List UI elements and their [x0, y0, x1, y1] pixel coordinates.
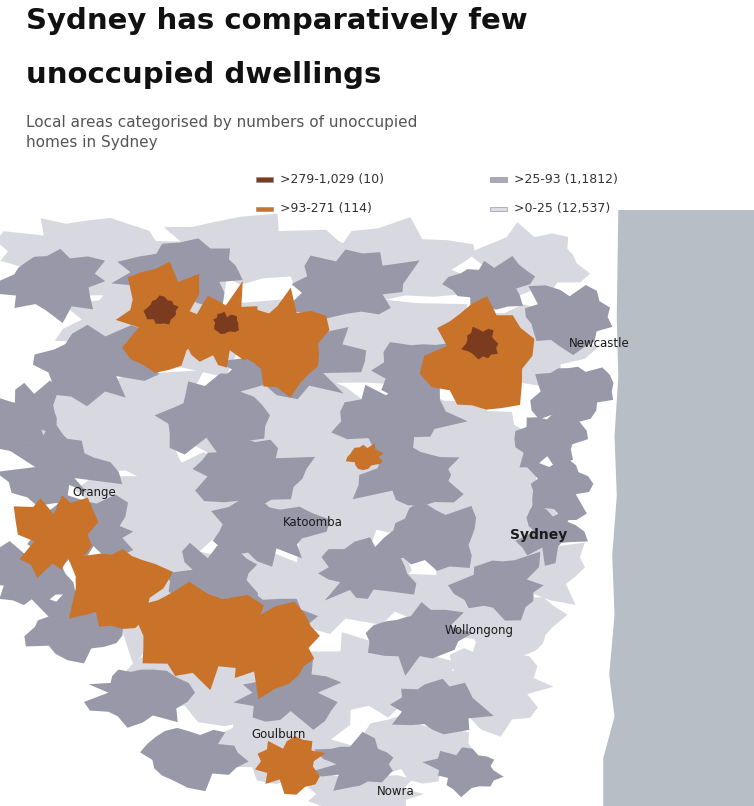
Text: >0-25 (12,537): >0-25 (12,537): [514, 202, 611, 215]
Polygon shape: [448, 551, 544, 621]
Text: >25-93 (1,1812): >25-93 (1,1812): [514, 173, 618, 186]
Polygon shape: [164, 542, 258, 609]
Polygon shape: [192, 427, 315, 508]
Polygon shape: [514, 412, 588, 469]
Polygon shape: [422, 747, 504, 797]
Polygon shape: [115, 262, 211, 372]
Polygon shape: [0, 249, 106, 323]
Polygon shape: [363, 714, 475, 783]
Text: Nowra: Nowra: [377, 784, 415, 798]
Polygon shape: [308, 771, 424, 806]
Polygon shape: [353, 441, 464, 506]
Polygon shape: [198, 706, 368, 784]
Polygon shape: [371, 342, 492, 414]
Polygon shape: [23, 590, 124, 663]
Text: Goulburn: Goulburn: [252, 728, 306, 741]
Polygon shape: [68, 549, 173, 629]
Polygon shape: [433, 305, 599, 387]
Text: unoccupied dwellings: unoccupied dwellings: [26, 61, 382, 89]
Text: Orange: Orange: [72, 486, 116, 500]
Polygon shape: [0, 218, 188, 295]
Text: >279-1,029 (10): >279-1,029 (10): [280, 173, 385, 186]
Polygon shape: [290, 217, 486, 302]
Polygon shape: [420, 296, 535, 409]
Polygon shape: [255, 736, 326, 795]
Polygon shape: [379, 556, 538, 647]
Polygon shape: [215, 527, 415, 634]
Polygon shape: [234, 655, 342, 730]
Polygon shape: [331, 384, 467, 465]
Polygon shape: [526, 460, 593, 520]
Polygon shape: [206, 601, 320, 699]
Polygon shape: [186, 281, 263, 368]
Text: Wollongong: Wollongong: [444, 624, 513, 637]
Polygon shape: [140, 728, 249, 791]
Polygon shape: [33, 325, 159, 406]
Polygon shape: [204, 587, 319, 660]
Polygon shape: [530, 367, 614, 422]
Polygon shape: [461, 530, 585, 605]
Polygon shape: [346, 443, 384, 470]
Polygon shape: [448, 584, 568, 665]
Polygon shape: [603, 210, 754, 806]
Polygon shape: [155, 373, 270, 457]
Polygon shape: [0, 380, 66, 457]
Polygon shape: [429, 648, 553, 737]
Polygon shape: [216, 322, 366, 399]
Polygon shape: [55, 276, 319, 377]
Polygon shape: [525, 285, 612, 355]
Polygon shape: [104, 617, 323, 726]
Polygon shape: [136, 582, 264, 690]
Polygon shape: [259, 445, 447, 563]
Polygon shape: [370, 501, 477, 571]
Text: Sydney: Sydney: [510, 528, 568, 542]
Polygon shape: [143, 295, 179, 325]
FancyBboxPatch shape: [256, 206, 273, 211]
Polygon shape: [318, 538, 416, 600]
Text: Local areas categorised by numbers of unoccupied
homes in Sydney: Local areas categorised by numbers of un…: [26, 115, 418, 150]
FancyBboxPatch shape: [490, 177, 507, 182]
Polygon shape: [84, 670, 195, 728]
Polygon shape: [468, 222, 590, 296]
Polygon shape: [384, 380, 535, 493]
Polygon shape: [213, 312, 239, 334]
Polygon shape: [461, 326, 498, 359]
Polygon shape: [75, 452, 282, 551]
FancyBboxPatch shape: [490, 206, 507, 211]
Polygon shape: [417, 458, 565, 567]
Text: Newcastle: Newcastle: [569, 337, 630, 351]
FancyBboxPatch shape: [256, 177, 273, 182]
Polygon shape: [27, 494, 133, 567]
Polygon shape: [285, 250, 419, 318]
Polygon shape: [112, 239, 243, 309]
Polygon shape: [366, 602, 473, 675]
Text: Katoomba: Katoomba: [283, 516, 343, 530]
Polygon shape: [515, 501, 588, 566]
Polygon shape: [0, 538, 76, 605]
Polygon shape: [0, 423, 122, 506]
Polygon shape: [51, 530, 244, 665]
Polygon shape: [164, 355, 391, 475]
Text: >93-271 (114): >93-271 (114): [280, 202, 372, 215]
Polygon shape: [114, 214, 357, 288]
Polygon shape: [211, 495, 330, 567]
Polygon shape: [238, 288, 329, 397]
Polygon shape: [282, 632, 458, 717]
Polygon shape: [0, 370, 241, 497]
Polygon shape: [234, 291, 467, 385]
Polygon shape: [311, 732, 394, 791]
Polygon shape: [14, 496, 98, 578]
Text: Sydney has comparatively few: Sydney has comparatively few: [26, 6, 528, 35]
Polygon shape: [442, 256, 535, 310]
Polygon shape: [390, 679, 494, 734]
